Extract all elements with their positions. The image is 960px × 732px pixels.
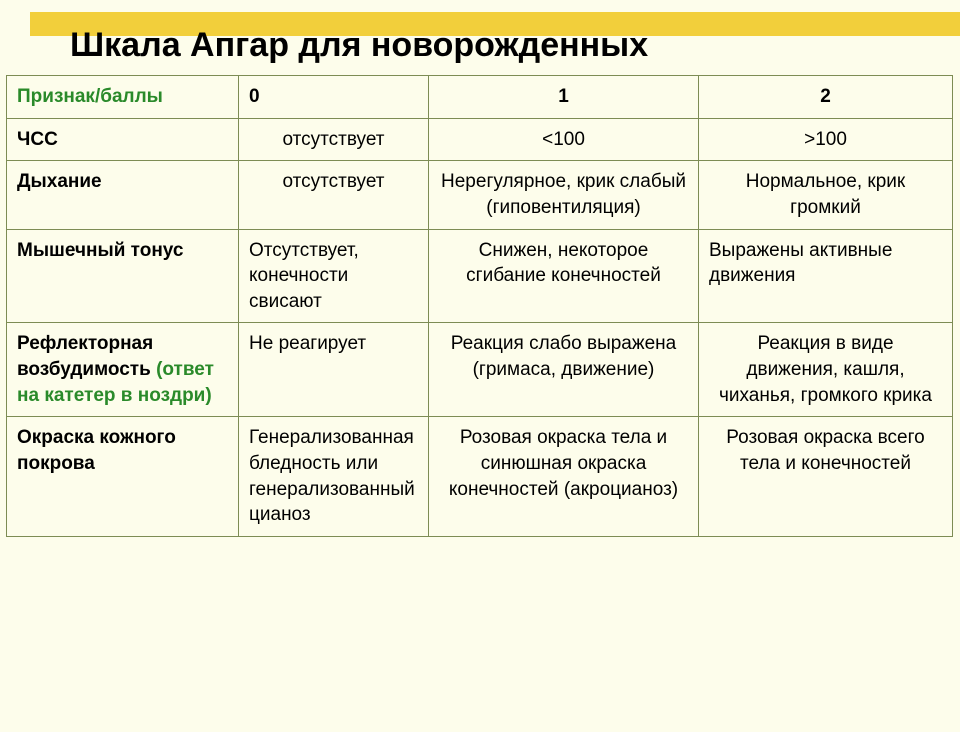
row-label: Рефлекторная возбудимость (ответ на кате…	[7, 323, 239, 417]
cell-1: Реакция слабо выражена (гримаса, движени…	[429, 323, 699, 417]
row-label-main: Окраска кожного покрова	[17, 427, 176, 474]
header-score-0: 0	[239, 76, 429, 119]
table-row: Дыхание отсутствует Нерегулярное, крик с…	[7, 161, 953, 229]
table-row: Мышечный тонус Отсутствует, конечности с…	[7, 229, 953, 323]
cell-0: Не реагирует	[239, 323, 429, 417]
row-label: Дыхание	[7, 161, 239, 229]
cell-1: <100	[429, 118, 699, 161]
cell-2: Выражены активные движения	[699, 229, 953, 323]
table-header-row: Признак/баллы 0 1 2	[7, 76, 953, 119]
cell-2: Нормальное, крик громкий	[699, 161, 953, 229]
title-block: Шкала Апгар для новорожденных	[0, 12, 960, 71]
cell-2: Розовая окраска всего тела и конечностей	[699, 417, 953, 537]
cell-2: Реакция в виде движения, кашля, чиханья,…	[699, 323, 953, 417]
cell-1: Нерегулярное, крик слабый (гиповентиляци…	[429, 161, 699, 229]
header-score-1: 1	[429, 76, 699, 119]
row-label-main: Мышечный тонус	[17, 240, 183, 261]
row-label: Мышечный тонус	[7, 229, 239, 323]
row-label-main: ЧСС	[17, 129, 58, 150]
cell-2: >100	[699, 118, 953, 161]
row-label-main: Рефлекторная возбудимость	[17, 333, 156, 380]
cell-0: Генерализованная бледность или генерализ…	[239, 417, 429, 537]
cell-0: Отсутствует, конечности свисают	[239, 229, 429, 323]
row-label: ЧСС	[7, 118, 239, 161]
cell-0: отсутствует	[239, 118, 429, 161]
cell-1: Снижен, некоторое сгибание конечностей	[429, 229, 699, 323]
apgar-table: Признак/баллы 0 1 2 ЧСС отсутствует <100…	[6, 75, 953, 537]
table-row: Рефлекторная возбудимость (ответ на кате…	[7, 323, 953, 417]
table-row: ЧСС отсутствует <100 >100	[7, 118, 953, 161]
cell-0: отсутствует	[239, 161, 429, 229]
table-row: Окраска кожного покрова Генерализованная…	[7, 417, 953, 537]
row-label-main: Дыхание	[17, 171, 102, 192]
row-label: Окраска кожного покрова	[7, 417, 239, 537]
header-sign: Признак/баллы	[7, 76, 239, 119]
header-score-2: 2	[699, 76, 953, 119]
cell-1: Розовая окраска тела и синюшная окраска …	[429, 417, 699, 537]
page-title: Шкала Апгар для новорожденных	[70, 26, 960, 71]
